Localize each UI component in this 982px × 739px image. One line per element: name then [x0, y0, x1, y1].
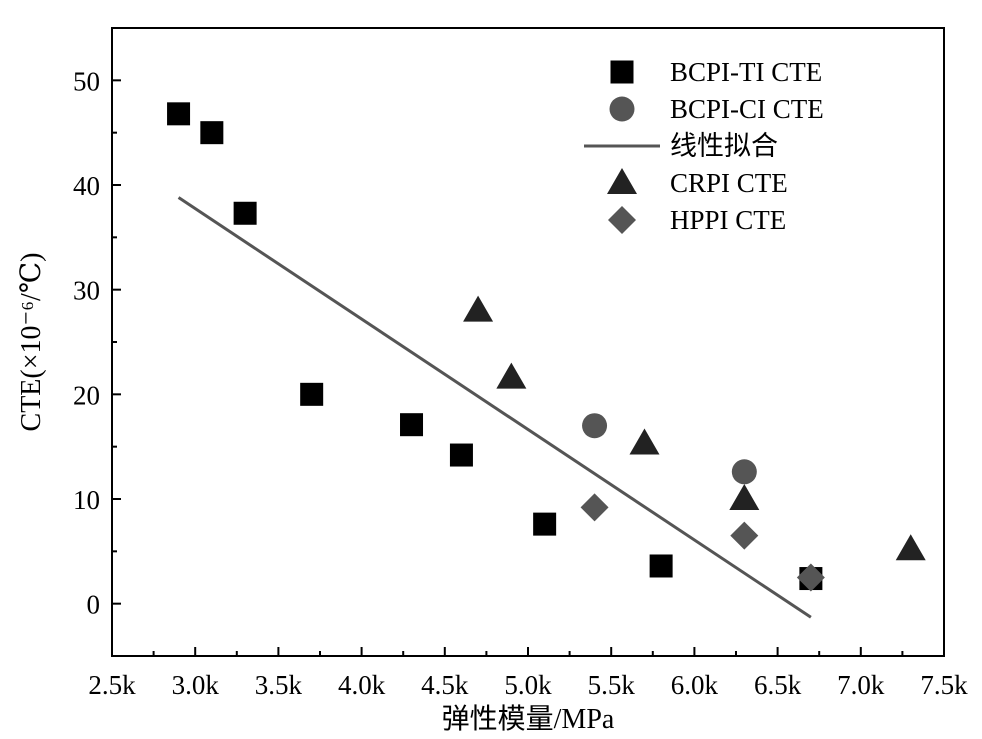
- triangle-point: [629, 428, 660, 455]
- diamond-point: [796, 563, 825, 592]
- legend-square-swatch: [610, 60, 634, 84]
- triangle-point: [496, 362, 527, 389]
- square-point: [649, 554, 673, 578]
- x-tick-label: 3.0k: [172, 670, 220, 700]
- y-tick-label: 20: [73, 380, 100, 410]
- legend-diamond-swatch: [608, 206, 636, 234]
- data-points-layer: [167, 102, 926, 592]
- fit-line: [177, 196, 812, 619]
- diamond-point: [580, 493, 609, 522]
- y-tick-label: 10: [73, 485, 100, 515]
- x-tick-label: 6.0k: [671, 670, 719, 700]
- square-point: [400, 413, 424, 437]
- triangle-point: [463, 295, 494, 322]
- triangle-point: [895, 534, 926, 561]
- square-point: [167, 102, 191, 126]
- legend-circle-swatch: [609, 96, 635, 122]
- y-tick-label: 30: [73, 276, 100, 306]
- legend-label: CRPI CTE: [670, 168, 788, 198]
- legend-triangle-swatch: [607, 168, 637, 194]
- square-point: [200, 121, 224, 145]
- triangle-point: [729, 484, 760, 510]
- x-axis: 2.5k 3.0k 3.5k 4.0k 4.5k 5.0k 5.5k 6.0k 6.5k 7.0k…: [88, 647, 968, 700]
- diamond-point: [730, 521, 759, 550]
- x-axis-title: 弹性模量/MPa: [442, 703, 615, 735]
- x-tick-label: 4.5k: [421, 670, 469, 700]
- x-tick-label: 6.5k: [754, 670, 802, 700]
- square-point: [533, 512, 557, 536]
- y-tick-label: 0: [87, 590, 101, 620]
- x-tick-label: 2.5k: [88, 670, 136, 700]
- circle-point: [731, 459, 757, 485]
- y-tick-label: 40: [73, 171, 100, 201]
- square-point: [300, 382, 324, 406]
- legend-label: HPPI CTE: [670, 205, 786, 235]
- legend-label: BCPI-CI CTE: [670, 94, 824, 124]
- x-tick-label: 7.5k: [920, 670, 968, 700]
- x-tick-label: 5.5k: [588, 670, 636, 700]
- legend: BCPI-TI CTE BCPI-CI CTE 线性拟合 CRPI CTE HPPI C…: [584, 57, 824, 235]
- legend-label: 线性拟合: [670, 131, 778, 161]
- legend-label: BCPI-TI CTE: [670, 57, 822, 87]
- circle-point: [582, 413, 608, 439]
- x-tick-label: 5.0k: [504, 670, 552, 700]
- x-tick-label: 4.0k: [338, 670, 386, 700]
- x-tick-label: 7.0k: [837, 670, 885, 700]
- y-tick-label: 50: [73, 66, 100, 96]
- fit-line-layer: [177, 196, 812, 619]
- square-point: [449, 443, 473, 467]
- x-tick-label: 3.5k: [255, 670, 303, 700]
- y-axis: 0 10 20 30 40 50: [73, 27, 121, 657]
- square-point: [233, 201, 257, 225]
- y-axis-title: CTE(×10⁻⁶/℃): [16, 253, 47, 432]
